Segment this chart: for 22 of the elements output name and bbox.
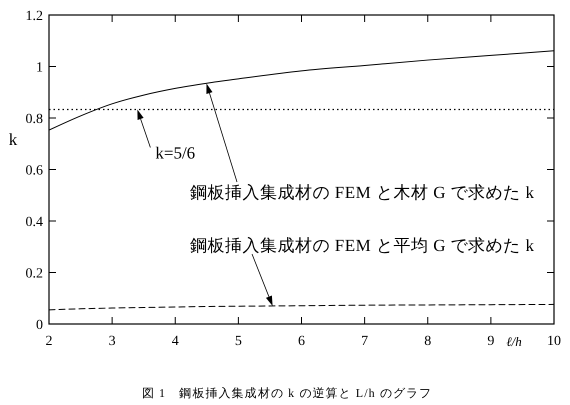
x-tick-label: 8 — [424, 334, 432, 349]
caption: 図 1 鋼板挿入集成材の k の逆算と L/h のグラフ — [142, 386, 432, 400]
x-axis-title: ℓ/h — [506, 334, 522, 349]
x-tick-label: 5 — [234, 334, 242, 349]
y-tick-label: 1.2 — [26, 9, 43, 24]
y-tick-label: 0.2 — [26, 266, 43, 282]
x-tick-label: 10 — [547, 334, 561, 349]
x-tick-label: 6 — [298, 334, 305, 349]
x-tick-label: 4 — [172, 334, 179, 349]
y-tick-label: 0.8 — [26, 112, 43, 127]
annotation: k=5/6 — [155, 144, 196, 163]
x-tick-label: 9 — [487, 334, 494, 349]
y-tick-label: 1 — [36, 60, 43, 76]
y-tick-label: 0.4 — [26, 215, 43, 230]
y-tick-label: 0 — [36, 318, 43, 333]
x-tick-label: 3 — [108, 334, 116, 349]
x-tick-label: 7 — [361, 334, 368, 349]
annotation: 鋼板挿入集成材の FEM と平均 G で求めた k — [190, 236, 534, 255]
y-axis-title: k — [8, 130, 18, 149]
x-tick-label: 2 — [46, 334, 52, 349]
y-tick-label: 0.6 — [26, 164, 43, 178]
annotation: 鋼板挿入集成材の FEM と木材 G で求めた k — [190, 183, 534, 202]
